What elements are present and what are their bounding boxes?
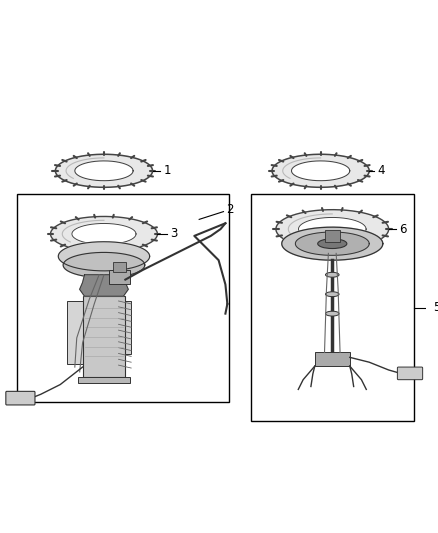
Bar bbox=[251, 194, 414, 422]
Bar bbox=[78, 377, 130, 383]
Polygon shape bbox=[276, 209, 389, 248]
Ellipse shape bbox=[325, 292, 339, 297]
Polygon shape bbox=[75, 161, 133, 181]
Bar bbox=[67, 301, 85, 364]
Bar bbox=[109, 270, 130, 284]
Polygon shape bbox=[298, 217, 366, 241]
Bar bbox=[325, 230, 340, 242]
Polygon shape bbox=[72, 223, 136, 245]
FancyBboxPatch shape bbox=[397, 367, 423, 379]
Polygon shape bbox=[291, 161, 350, 181]
Ellipse shape bbox=[318, 239, 347, 248]
FancyBboxPatch shape bbox=[6, 391, 35, 405]
Bar bbox=[83, 296, 125, 377]
Text: 5: 5 bbox=[433, 301, 438, 314]
Polygon shape bbox=[80, 274, 128, 296]
Ellipse shape bbox=[325, 272, 339, 277]
Polygon shape bbox=[295, 232, 369, 255]
Polygon shape bbox=[272, 154, 369, 187]
Text: 2: 2 bbox=[226, 203, 234, 216]
Bar bbox=[315, 352, 350, 366]
Text: 3: 3 bbox=[170, 228, 177, 240]
Text: 4: 4 bbox=[377, 164, 385, 177]
Polygon shape bbox=[63, 253, 145, 278]
Bar bbox=[18, 194, 230, 402]
Polygon shape bbox=[50, 216, 157, 252]
Bar bbox=[114, 301, 131, 354]
Bar bbox=[113, 262, 126, 272]
Text: 6: 6 bbox=[399, 223, 407, 236]
Text: 1: 1 bbox=[163, 164, 171, 177]
Polygon shape bbox=[58, 242, 150, 271]
Ellipse shape bbox=[325, 311, 339, 316]
Polygon shape bbox=[55, 154, 152, 187]
Polygon shape bbox=[282, 227, 383, 260]
